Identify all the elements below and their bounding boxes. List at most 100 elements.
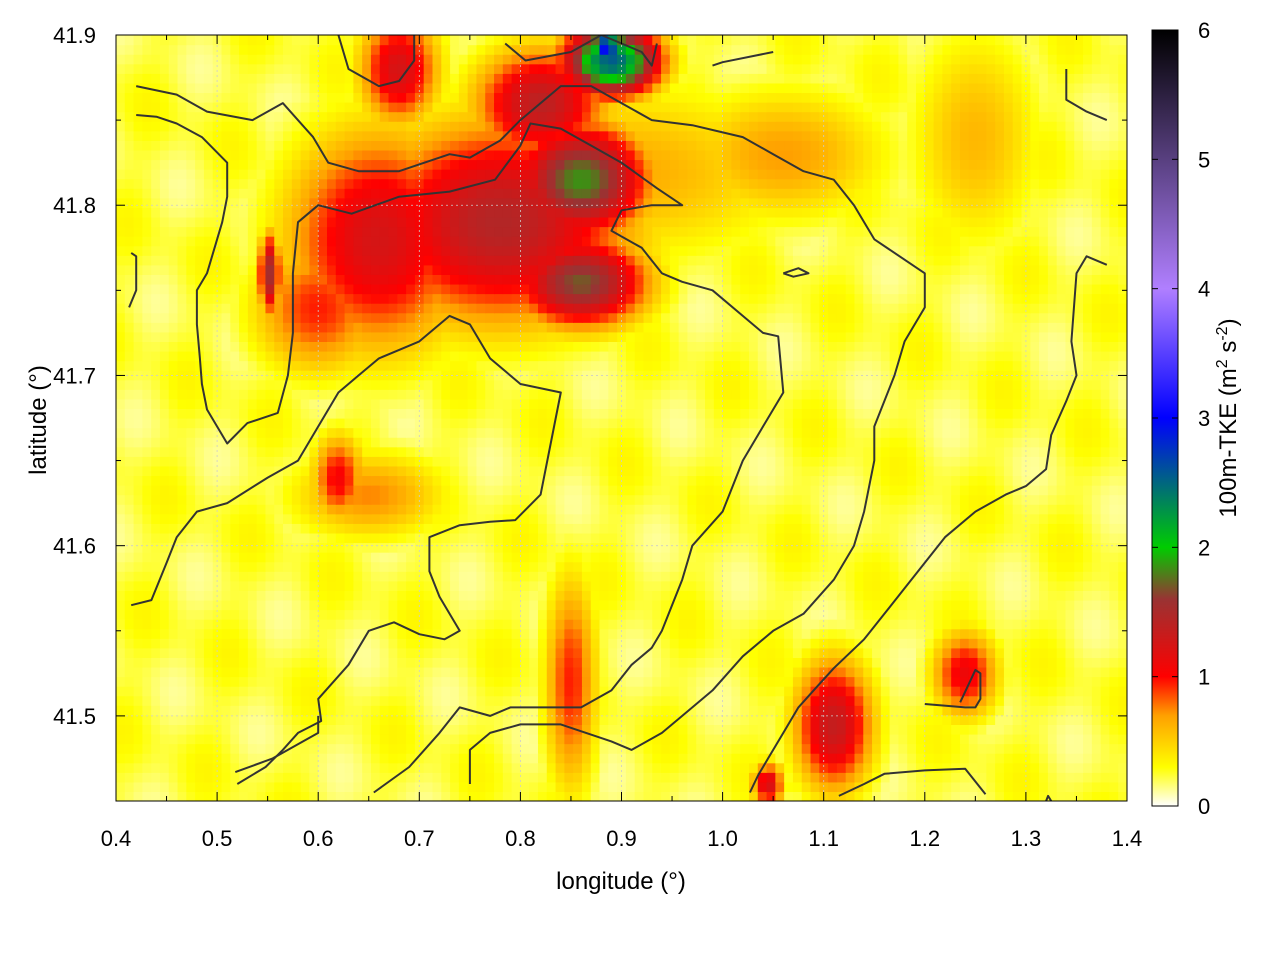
heatmap-cell (388, 571, 398, 582)
heatmap-cell (748, 676, 759, 687)
heatmap-cell (362, 695, 372, 706)
heatmap-cell (933, 542, 943, 553)
heatmap-cell (757, 733, 768, 745)
heatmap-cell (195, 733, 205, 745)
heatmap-cell (581, 475, 592, 486)
heatmap-cell (907, 532, 917, 544)
heatmap-cell (977, 638, 987, 649)
heatmap-cell (696, 504, 706, 515)
heatmap-cell (274, 437, 284, 448)
heatmap-cell (1039, 523, 1049, 534)
heatmap-cell (959, 714, 970, 725)
heatmap-cell (880, 705, 891, 716)
heatmap-cell (740, 590, 750, 601)
heatmap-cell (775, 437, 785, 448)
heatmap-cell (986, 695, 996, 706)
heatmap-cell (537, 523, 548, 534)
heatmap-cell (203, 427, 214, 438)
heatmap-cell (748, 561, 759, 572)
heatmap-cell (608, 714, 618, 725)
heatmap-cell (467, 733, 478, 745)
heatmap-cell (142, 398, 152, 410)
heatmap-cell (608, 456, 618, 467)
heatmap-cell (590, 523, 601, 534)
heatmap-cell (872, 523, 882, 534)
heatmap-cell (757, 446, 768, 457)
heatmap-cell (555, 418, 565, 429)
heatmap-cell (625, 647, 636, 658)
heatmap-cell (353, 379, 363, 390)
heatmap-cell (792, 475, 803, 486)
heatmap-cell (968, 714, 979, 725)
heatmap-cell (221, 724, 231, 735)
heatmap-cell (168, 590, 179, 601)
heatmap-cell (669, 753, 680, 764)
heatmap-cell (133, 695, 143, 706)
heatmap-cell (581, 781, 592, 793)
heatmap-cell (537, 609, 548, 620)
heatmap-cell (828, 733, 838, 745)
heatmap-cell (1012, 714, 1023, 725)
heatmap-cell (1091, 590, 1102, 601)
heatmap-cell (458, 628, 469, 639)
heatmap-cell (845, 446, 856, 457)
heatmap-cell (555, 485, 565, 496)
heatmap-cell (766, 791, 776, 801)
heatmap-cell (1003, 705, 1014, 716)
heatmap-cell (502, 753, 513, 764)
heatmap-cell (283, 532, 293, 544)
heatmap-cell (669, 427, 680, 438)
heatmap-cell (907, 456, 917, 467)
heatmap-cell (247, 437, 258, 448)
heatmap-cell (924, 504, 935, 515)
heatmap-cell (1012, 542, 1023, 553)
heatmap-cell (326, 456, 337, 467)
heatmap-cell (1118, 561, 1127, 572)
heatmap-cell (291, 676, 302, 687)
heatmap-cell (450, 743, 460, 754)
heatmap-cell (379, 552, 390, 563)
heatmap-cell (300, 475, 311, 486)
heatmap-cell (168, 437, 179, 448)
heatmap-cell (995, 475, 1005, 486)
heatmap-cell (696, 638, 706, 649)
heatmap-cell (370, 743, 381, 754)
heatmap-cell (916, 494, 926, 505)
heatmap-cell (1065, 571, 1075, 582)
heatmap-cell (784, 561, 794, 572)
heatmap-cell (230, 743, 240, 754)
heatmap-cell (1083, 571, 1093, 582)
heatmap-cell (590, 609, 601, 620)
heatmap-cell (309, 733, 319, 745)
heatmap-cell (995, 504, 1005, 515)
heatmap-cell (432, 552, 442, 563)
heatmap-cell (485, 408, 495, 419)
heatmap-cell (458, 753, 469, 764)
heatmap-cell (1012, 762, 1023, 773)
heatmap-cell (652, 552, 662, 563)
heatmap-cell (995, 561, 1005, 572)
heatmap-cell (907, 753, 917, 764)
heatmap-cell (1074, 666, 1084, 678)
heatmap-cell (722, 542, 732, 553)
heatmap-cell (467, 418, 478, 429)
heatmap-cell (467, 686, 478, 697)
heatmap-cell (335, 724, 346, 735)
heatmap-cell (933, 599, 943, 611)
heatmap-cell (502, 475, 513, 486)
heatmap-cell (669, 733, 680, 745)
heatmap-cell (177, 647, 187, 658)
heatmap-cell (159, 446, 170, 457)
heatmap-cell (933, 504, 943, 515)
heatmap-cell (669, 523, 680, 534)
heatmap-cell (775, 599, 785, 611)
heatmap-cell (344, 781, 354, 793)
heatmap-cell (423, 580, 434, 591)
heatmap-cell (819, 666, 829, 678)
heatmap-cell (986, 714, 996, 725)
heatmap-cell (810, 724, 820, 735)
heatmap-cell (766, 418, 776, 429)
heatmap-cell (335, 705, 346, 716)
heatmap-cell (186, 465, 196, 477)
heatmap-cell (792, 772, 803, 783)
